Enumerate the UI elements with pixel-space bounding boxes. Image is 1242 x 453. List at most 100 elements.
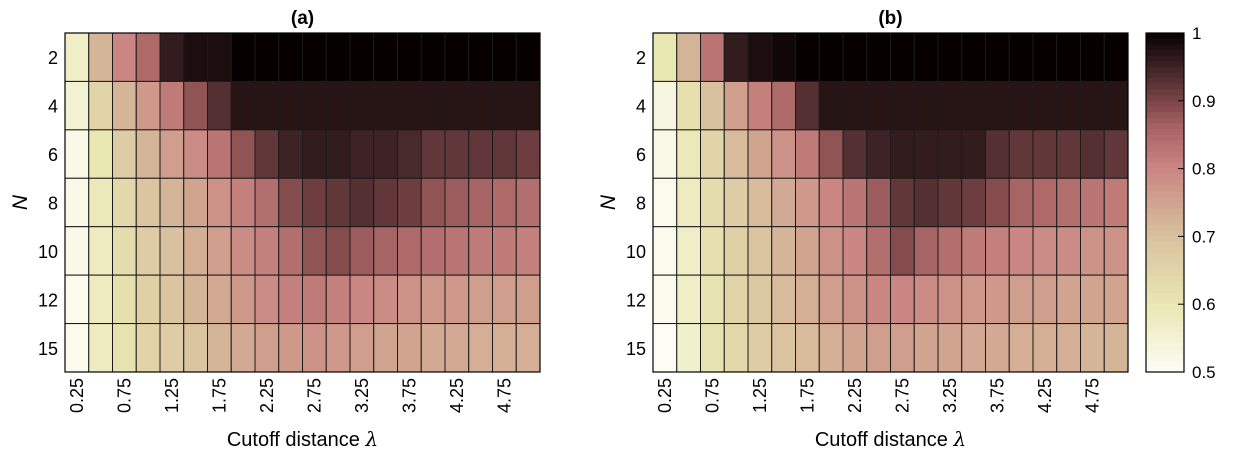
heatmap-cell	[913, 226, 939, 276]
heatmap-cell	[468, 129, 493, 179]
heatmap-cell	[795, 80, 820, 131]
heatmap-cell	[159, 226, 185, 276]
heatmap-cell	[444, 129, 470, 179]
heatmap-cell	[676, 226, 701, 276]
heatmap-cell	[88, 32, 113, 82]
colorbar-segment	[1146, 146, 1184, 153]
heatmap-cell	[302, 129, 327, 179]
colorbar-segment	[1146, 140, 1184, 147]
heatmap-cell	[64, 32, 90, 82]
x-axis-label-symbol: λ	[952, 427, 966, 451]
heatmap-cell	[866, 226, 891, 276]
heatmap-cell	[183, 32, 208, 82]
heatmap-cell	[135, 177, 161, 228]
heatmap-cell	[373, 323, 398, 373]
y-tick-label: 12	[626, 290, 646, 310]
colorbar-segment	[1146, 332, 1184, 339]
heatmap-cell	[207, 274, 232, 325]
heatmap-cell	[771, 32, 796, 82]
heatmap-cell	[913, 274, 939, 325]
heatmap-cell	[397, 80, 422, 131]
colorbar-segment	[1146, 191, 1184, 198]
heatmap-cell	[515, 226, 541, 276]
heatmap-cell	[64, 177, 90, 228]
x-tick-label: 3.25	[940, 378, 960, 413]
colorbar-segment	[1146, 321, 1184, 328]
heatmap-cell	[1056, 80, 1081, 131]
heatmap-cell	[492, 323, 517, 373]
x-tick-label: 4.75	[1082, 378, 1102, 413]
heatmap-cell	[397, 274, 422, 325]
heatmap-cell	[937, 323, 963, 373]
heatmap-cell	[420, 323, 446, 373]
heatmap-cell	[444, 226, 470, 276]
heatmap-cell	[492, 274, 517, 325]
heatmap-cell	[492, 80, 517, 131]
x-tick-label: 3.75	[987, 378, 1007, 413]
colorbar-segment	[1146, 298, 1184, 305]
heatmap-cell	[64, 80, 90, 131]
heatmap-cell	[1056, 129, 1081, 179]
heatmap-cell	[961, 323, 986, 373]
colorbar-segment	[1146, 83, 1184, 91]
colorbar-tick-label: 0.8	[1192, 160, 1216, 179]
heatmap-cell	[278, 323, 303, 373]
colorbar-segment	[1146, 304, 1184, 311]
heatmap-cell	[1056, 32, 1081, 82]
heatmap-cell	[1103, 129, 1129, 179]
heatmap-cell	[230, 274, 256, 325]
colorbar-segment	[1146, 219, 1184, 226]
heatmap-cell	[1103, 323, 1129, 373]
y-tick-label: 8	[636, 194, 646, 214]
heatmap-cell	[985, 32, 1010, 82]
heatmap-panel-a: (a) 2 4 6 8 10 12 15 0.25 0.75 1.25 1.75 2.25 2.75 3.2…	[9, 8, 541, 451]
heatmap-cell	[795, 323, 820, 373]
heatmap-cell	[1008, 323, 1034, 373]
y-tick-label: 15	[626, 339, 646, 359]
colorbar-segment	[1146, 123, 1184, 130]
colorbar-segment	[1146, 264, 1184, 271]
colorbar-segment	[1146, 117, 1184, 124]
heatmap-cell	[397, 129, 422, 179]
heatmap-cell	[397, 323, 422, 373]
heatmap-cell	[890, 177, 915, 228]
heatmap-cell	[468, 274, 493, 325]
colorbar-segment	[1146, 66, 1184, 74]
x-tick-label: 0.75	[702, 378, 722, 413]
heatmap-cell	[159, 32, 185, 82]
heatmap-cell	[1103, 32, 1129, 82]
heatmap-cell	[890, 32, 915, 82]
heatmap-cell	[112, 226, 137, 276]
colorbar-segment	[1146, 100, 1184, 108]
colorbar-segment	[1146, 230, 1184, 237]
colorbar-segment	[1146, 208, 1184, 215]
heatmap-cell	[230, 129, 256, 179]
x-tick-label: 1.25	[162, 378, 182, 413]
heatmap-cell	[302, 274, 327, 325]
colorbar-segment	[1146, 157, 1184, 164]
colorbar-segment	[1146, 185, 1184, 192]
heatmap-cell	[747, 80, 773, 131]
heatmap-cell	[325, 274, 351, 325]
heatmap-cell	[818, 80, 844, 131]
heatmap-cell	[515, 323, 541, 373]
heatmap-cell	[676, 323, 701, 373]
heatmap-cell	[723, 177, 749, 228]
colorbar-segment	[1146, 61, 1184, 68]
heatmap-cell	[961, 177, 986, 228]
heatmap-cell	[444, 80, 470, 131]
y-tick-label: 6	[636, 145, 646, 165]
heatmap-cell	[1032, 177, 1058, 228]
heatmap-cell	[818, 177, 844, 228]
heatmap-cell	[747, 323, 773, 373]
colorbar-segment	[1146, 270, 1184, 277]
heatmap-cell	[207, 323, 232, 373]
heatmap-cell	[88, 274, 113, 325]
heatmap-cell	[88, 323, 113, 373]
heatmap-cell	[349, 323, 375, 373]
heatmap-cell	[842, 274, 868, 325]
heatmap-cell	[183, 80, 208, 131]
heatmap-cell	[961, 226, 986, 276]
heatmap-cell	[818, 226, 844, 276]
